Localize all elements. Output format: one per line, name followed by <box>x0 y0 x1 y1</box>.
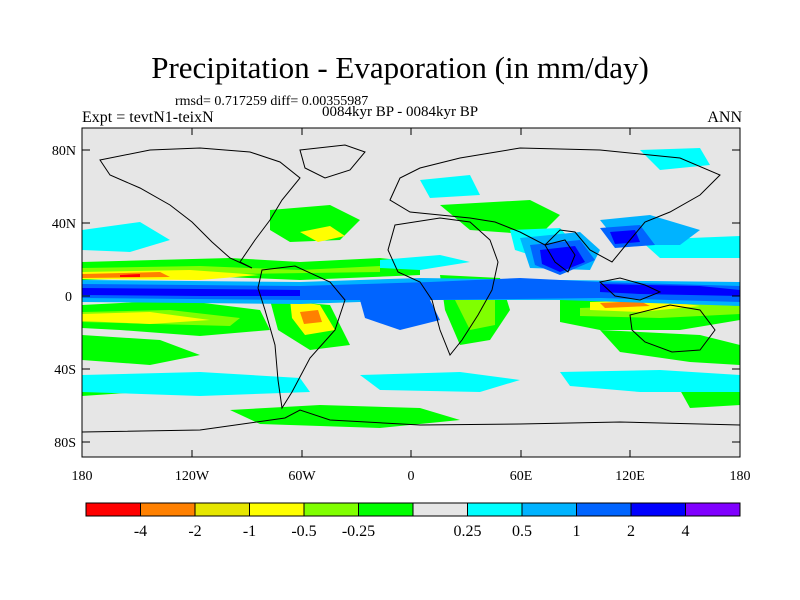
field-region <box>82 288 300 296</box>
lon-tick-label: 60W <box>288 469 316 484</box>
field-region <box>82 270 260 280</box>
lon-tick-label: 180 <box>730 469 751 484</box>
field-region <box>600 330 740 365</box>
colorbar-label: -2 <box>188 523 201 540</box>
field-region <box>600 284 740 296</box>
lon-tick-label: 180 <box>72 469 93 484</box>
lon-tick-label: 60E <box>510 469 533 484</box>
field-region <box>600 301 650 308</box>
field-region <box>560 370 740 392</box>
colorbar-label: 4 <box>682 523 690 540</box>
colorbar-label: -4 <box>134 523 147 540</box>
field-region <box>360 372 520 392</box>
lat-tick-label: 80N <box>52 144 76 159</box>
continent-india <box>544 239 576 273</box>
colorbar-swatch <box>140 502 196 517</box>
colorbar-label: 0.25 <box>454 523 482 540</box>
lon-axis <box>81 128 741 457</box>
lat-axis <box>82 149 740 443</box>
continent-africa <box>387 217 499 356</box>
field-region <box>230 405 460 428</box>
colorbar-swatch <box>194 502 250 517</box>
map-title: Precipitation - Evaporation (in mm/day) <box>151 50 649 85</box>
colorbar-label: 1 <box>573 523 581 540</box>
colorbar-swatch <box>303 502 359 517</box>
field-region <box>82 372 310 396</box>
season-label: ANN <box>707 109 742 126</box>
colorbar-label: 2 <box>627 523 635 540</box>
lon-tick-label: 0 <box>408 469 415 484</box>
field-region <box>420 175 480 198</box>
field-region <box>300 226 345 242</box>
lon-tick-label: 120W <box>175 469 210 484</box>
field-region <box>82 222 170 252</box>
colorbar-swatch <box>85 502 141 517</box>
field-region <box>610 230 640 244</box>
colorbar-swatch <box>630 502 686 517</box>
field-region <box>82 335 200 365</box>
colorbar-swatch <box>685 502 741 517</box>
field-region <box>120 274 140 277</box>
field-region <box>640 148 710 170</box>
coastlines <box>81 144 741 433</box>
lat-tick-label: 80S <box>54 436 76 451</box>
time-range-label: 0084kyr BP - 0084kyr BP <box>322 104 479 120</box>
colorbar: -4 -2 -1 -0.5 -0.25 0.25 0.5 1 2 4 <box>85 502 741 540</box>
colorbar-label: -1 <box>243 523 256 540</box>
colorbar-label: -0.5 <box>291 523 316 540</box>
experiment-label: Expt = tevtN1-teixN <box>82 109 214 126</box>
field-region <box>300 310 322 324</box>
continent-greenland <box>299 144 366 179</box>
colorbar-swatch <box>467 502 523 517</box>
continent-north-america <box>99 147 301 269</box>
field-region <box>360 300 440 330</box>
colorbar-swatch <box>358 502 414 517</box>
lat-tick-label: 0 <box>65 290 72 305</box>
continent-south-america <box>257 265 346 410</box>
colorbar-label: -0.25 <box>342 523 375 540</box>
lat-tick-label: 40S <box>54 363 76 378</box>
field-region <box>82 312 210 324</box>
colorbar-swatch <box>521 502 577 517</box>
continent-eurasia <box>389 147 721 263</box>
pe-field <box>82 148 740 428</box>
stats-line: rmsd= 0.717259 diff= 0.00355987 <box>175 94 369 109</box>
colorbar-swatch <box>412 502 468 517</box>
field-region <box>380 255 470 270</box>
continent-maritime-asia <box>598 277 662 301</box>
colorbar-label: 0.5 <box>512 523 532 540</box>
lat-tick-label: 40N <box>52 217 76 232</box>
field-region <box>440 200 560 235</box>
colorbar-swatch <box>249 502 305 517</box>
continent-antarctica <box>81 409 741 433</box>
colorbar-swatch <box>576 502 632 517</box>
continent-australia <box>629 304 716 353</box>
lon-tick-label: 120E <box>615 469 645 484</box>
